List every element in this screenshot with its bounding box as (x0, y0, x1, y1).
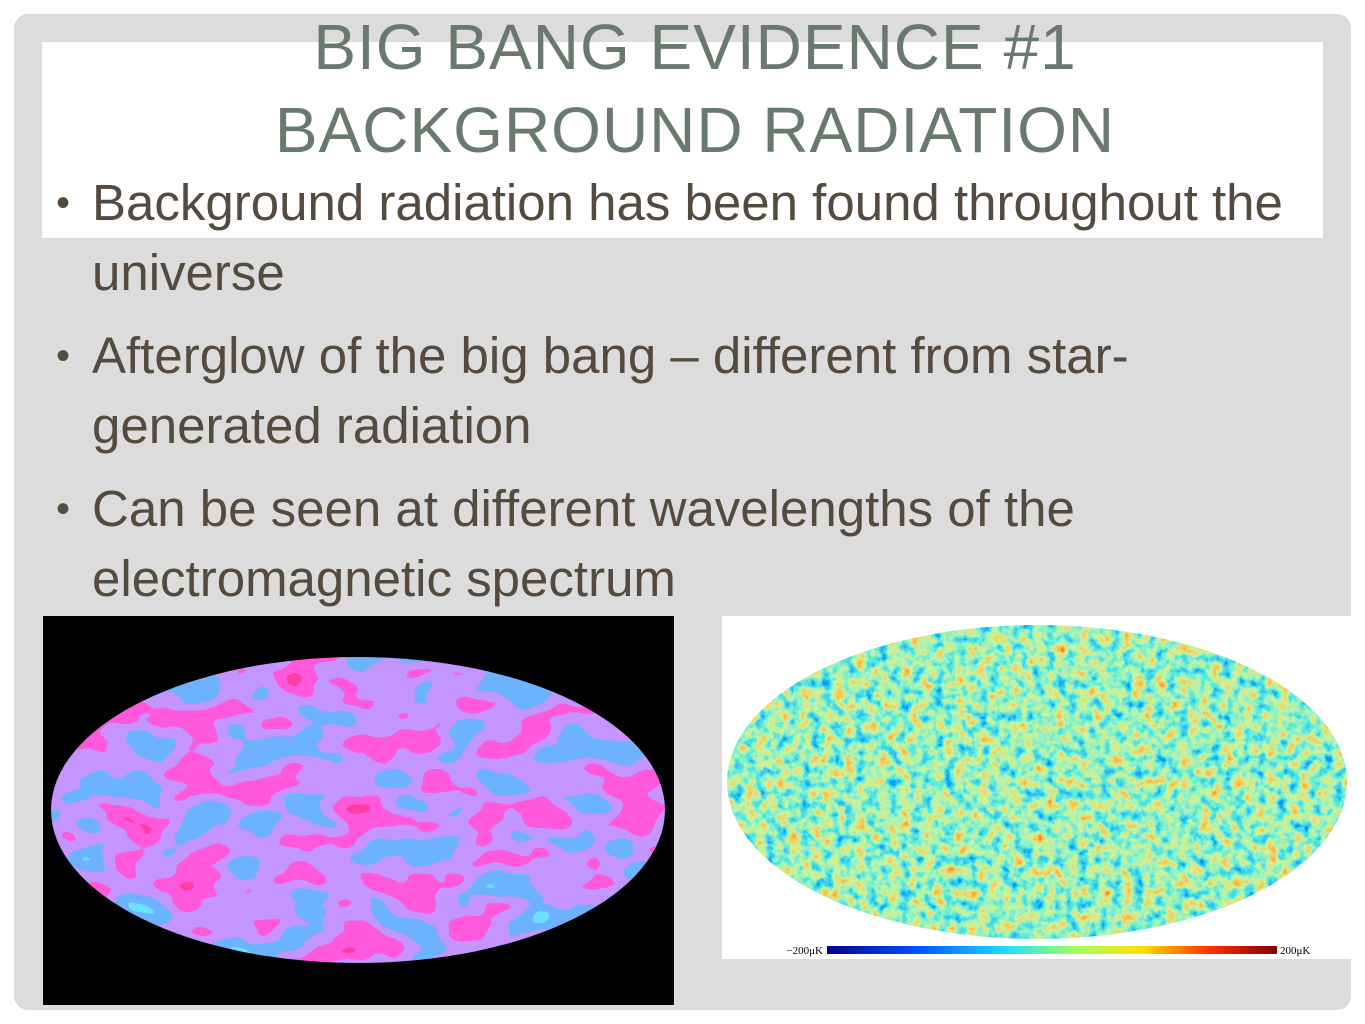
title-line: BIG BANG EVIDENCE #1 (313, 11, 1077, 83)
bullet-item: • Afterglow of the big bang – different f… (56, 327, 1129, 454)
title-box (42, 42, 1323, 238)
bullet-text: Can be seen at different wavelengths of … (92, 480, 1075, 607)
scale-label: −200μK (786, 945, 823, 957)
cobe-map (51, 657, 665, 963)
bullet-item: • Can be seen at different wavelengths of… (56, 480, 1075, 607)
scale-label: 200μK (1280, 945, 1310, 957)
bullet-text: Background radiation has been found thro… (92, 174, 1283, 301)
wmap-map (727, 625, 1347, 939)
color-scale (827, 946, 1277, 954)
bullet-text: Afterglow of the big bang – different fr… (92, 327, 1129, 454)
title-line: BACKGROUND RADIATION (274, 94, 1116, 166)
bullet-list: • Background radiation has been found thr… (56, 168, 1336, 627)
bullet-item: • Background radiation has been found thr… (56, 174, 1283, 301)
